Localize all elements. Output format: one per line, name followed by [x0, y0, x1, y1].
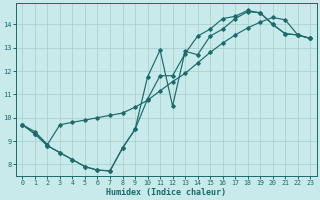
X-axis label: Humidex (Indice chaleur): Humidex (Indice chaleur)	[106, 188, 226, 197]
